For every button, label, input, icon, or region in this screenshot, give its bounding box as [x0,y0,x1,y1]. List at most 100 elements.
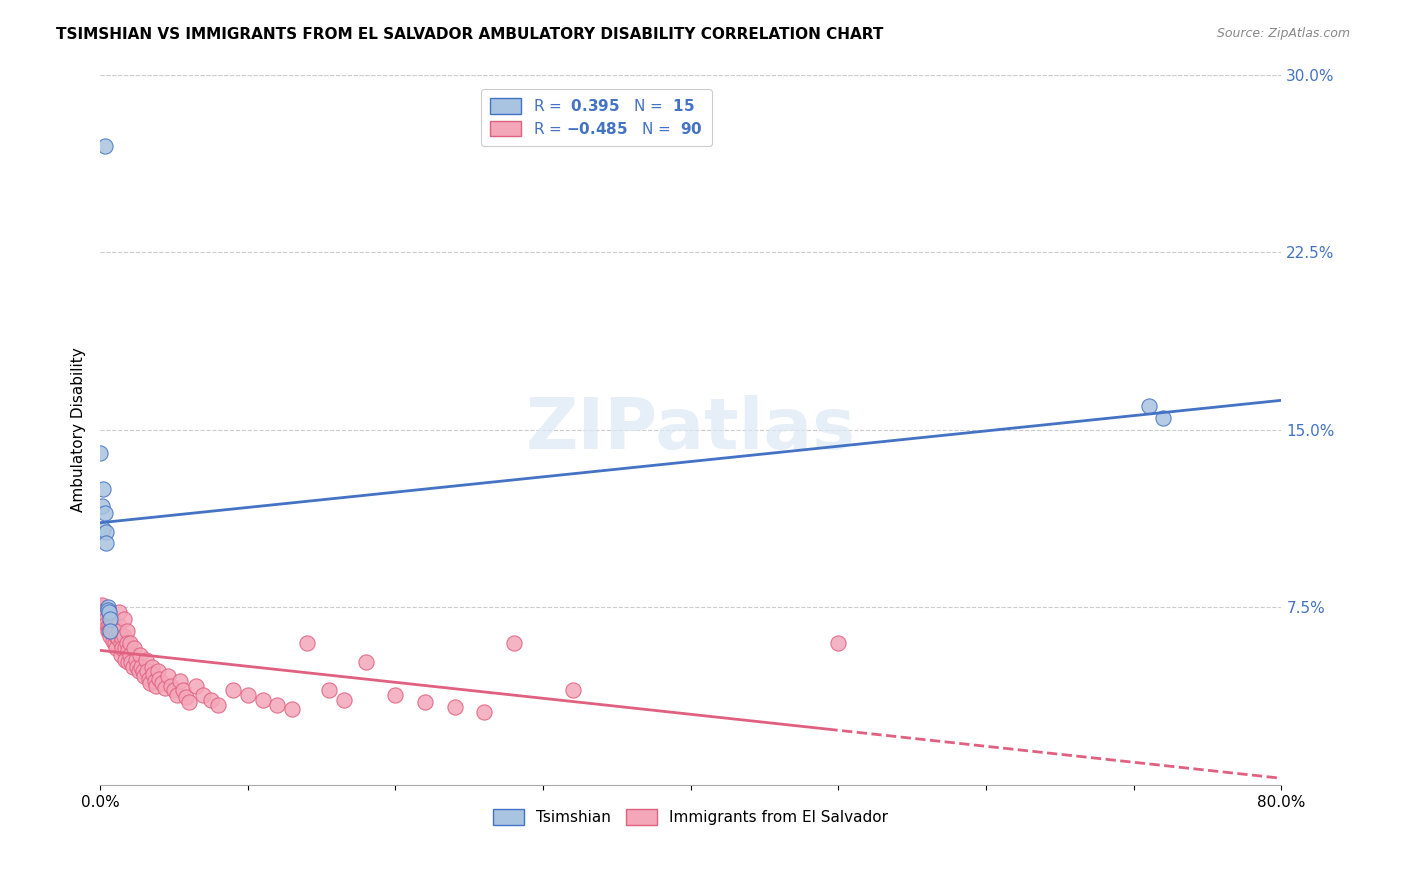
Point [384,688,406,702]
Point [145,679,167,693]
Point [104,624,127,639]
Point [103,626,125,640]
Point [104,636,127,650]
Point [111,640,134,655]
Point [118,648,141,662]
Point [134,669,156,683]
Point [827,636,849,650]
Point [136,665,159,679]
Point [160,679,183,693]
Point [561,683,583,698]
Point [295,636,318,650]
Text: ZIPatlas: ZIPatlas [526,395,856,465]
Point [96,624,118,639]
Point [114,640,136,655]
Point [120,655,142,669]
Point [174,690,197,705]
Y-axis label: Ambulatory Disability: Ambulatory Disability [72,347,86,512]
Point [172,683,194,698]
Point [117,655,139,669]
Legend: Tsimshian, Immigrants from El Salvador: Tsimshian, Immigrants from El Salvador [484,800,897,834]
Text: Source: ZipAtlas.com: Source: ZipAtlas.com [1216,27,1350,40]
Point [101,612,124,626]
Point [93,603,115,617]
Point [142,666,165,681]
Point [281,702,304,716]
Point [200,693,222,707]
Point [114,652,136,666]
Point [118,636,141,650]
Point [153,681,176,695]
Point [252,693,274,707]
Point [98,624,121,639]
Point [157,669,180,683]
Point [110,636,132,650]
Point [150,676,173,690]
Point [177,695,200,709]
Point [100,624,122,639]
Point [93,607,115,622]
Point [89,446,111,460]
Point [91,522,114,536]
Point [98,605,121,619]
Point [166,688,188,702]
Point [98,605,121,619]
Point [472,705,495,719]
Point [332,693,354,707]
Point [184,679,207,693]
Point [94,617,117,632]
Point [125,659,148,673]
Point [169,673,191,688]
Point [89,600,111,615]
Text: TSIMSHIAN VS IMMIGRANTS FROM EL SALVADOR AMBULATORY DISABILITY CORRELATION CHART: TSIMSHIAN VS IMMIGRANTS FROM EL SALVADOR… [56,27,883,42]
Point [443,700,465,714]
Point [143,673,166,688]
Point [148,672,170,686]
Point [236,688,259,702]
Point [111,632,134,646]
Point [115,636,138,650]
Point [94,612,117,626]
Point [129,648,152,662]
Point [100,612,122,626]
Point [1137,399,1160,413]
Point [138,672,160,686]
Point [90,598,112,612]
Point [413,695,436,709]
Point [94,536,117,550]
Point [112,629,135,643]
Point [266,698,288,712]
Point [163,683,186,698]
Point [101,619,124,633]
Point [354,655,377,669]
Point [96,600,118,615]
Point [110,648,132,662]
Point [103,633,125,648]
Point [107,632,129,646]
Point [146,665,169,679]
Point [502,636,524,650]
Point [128,665,150,679]
Point [222,683,245,698]
Point [112,612,135,626]
Point [124,652,146,666]
Point [117,643,139,657]
Point [90,499,112,513]
Point [1152,411,1174,425]
Point [193,688,215,702]
Point [115,624,138,639]
Point [107,617,129,632]
Point [93,506,115,520]
Point [105,640,128,655]
Point [139,676,162,690]
Point [318,683,340,698]
Point [96,603,118,617]
Point [91,610,114,624]
Point [105,629,128,643]
Point [96,619,118,633]
Point [93,138,115,153]
Point [94,524,117,539]
Point [100,617,122,632]
Point [108,605,131,619]
Point [135,652,157,666]
